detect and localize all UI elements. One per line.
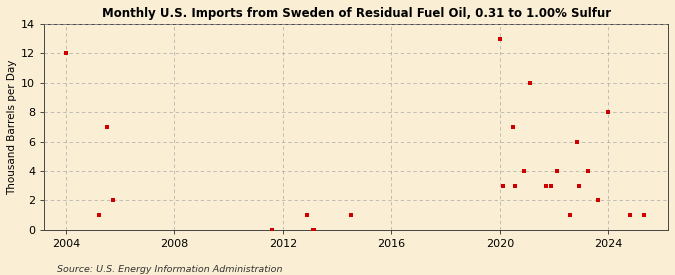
Point [565,213,576,217]
Text: Source: U.S. Energy Information Administration: Source: U.S. Energy Information Administ… [57,265,283,274]
Point [573,183,584,188]
Point [541,183,551,188]
Point [510,183,520,188]
Point [61,51,72,56]
Point [639,213,649,217]
Point [546,183,557,188]
Point [302,213,313,217]
Point [497,183,508,188]
Point [519,169,530,173]
Point [101,125,112,129]
Point [603,110,614,114]
Point [551,169,562,173]
Point [572,139,583,144]
Point [624,213,635,217]
Point [524,81,535,85]
Point [346,213,356,217]
Point [307,228,318,232]
Title: Monthly U.S. Imports from Sweden of Residual Fuel Oil, 0.31 to 1.00% Sulfur: Monthly U.S. Imports from Sweden of Resi… [102,7,611,20]
Point [267,228,277,232]
Point [93,213,104,217]
Point [583,169,593,173]
Point [508,125,519,129]
Point [592,198,603,203]
Point [495,36,506,41]
Y-axis label: Thousand Barrels per Day: Thousand Barrels per Day [7,59,17,194]
Point [308,228,319,232]
Point [108,198,119,203]
